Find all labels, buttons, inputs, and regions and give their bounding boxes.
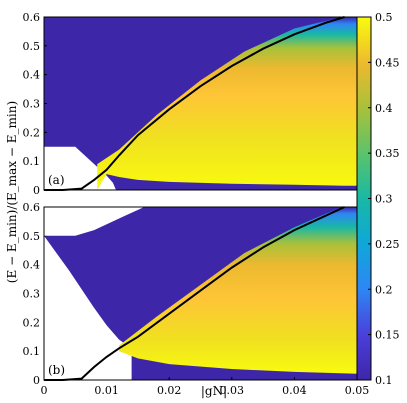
colorbar-tick-label: 0.35 [375, 147, 400, 160]
panel-b-heatmap-region [119, 207, 357, 374]
y-axis-label: (E − E_min)/(E_max − E_min) [5, 101, 19, 283]
panel-b-y-ticks: 0 0.1 0.2 0.3 0.4 0.5 0.6 [23, 201, 47, 387]
y-tick-label: 0 [33, 374, 40, 387]
y-tick-label: 0.3 [23, 98, 41, 111]
x-tick-label: 0.02 [157, 384, 182, 397]
y-tick-label: 0.6 [23, 201, 41, 214]
colorbar-tick-label: 0.25 [375, 238, 400, 251]
panel-a-heatmap-region [97, 17, 357, 190]
colorbar-tick-label: 0.45 [375, 56, 400, 69]
y-tick-label: 0.1 [23, 345, 41, 358]
colorbar-ticks: 0.5 0.45 0.4 0.35 0.3 0.25 0.2 0.15 0.1 [368, 11, 400, 387]
panel-b-x-ticks: 0 0.01 0.02 0.03 0.04 0.05 [41, 377, 370, 397]
colorbar-tick-label: 0.2 [375, 283, 393, 296]
colorbar-tick-label: 0.3 [375, 193, 393, 206]
colorbar-tick-label: 0.5 [375, 11, 393, 24]
colorbar-tick-label: 0.15 [375, 329, 400, 342]
y-tick-label: 0.4 [23, 259, 41, 272]
y-tick-label: 0.5 [23, 40, 41, 53]
x-tick-label: 0 [41, 384, 48, 397]
colorbar: 0.5 0.45 0.4 0.35 0.3 0.25 0.2 0.15 0.1 [356, 11, 400, 387]
panel-b: 0 0.1 0.2 0.3 0.4 0.5 0.6 0 0.01 0.02 0.03 0.04 0.0… [23, 201, 370, 397]
panel-b-black-curve [44, 206, 345, 381]
panel-a: 0 0.1 0.2 0.3 0.4 0.5 0.6 (a) [23, 11, 358, 197]
x-tick-label: 0.04 [282, 384, 307, 397]
y-tick-label: 0.3 [23, 288, 41, 301]
panel-a-label: (a) [48, 173, 65, 187]
panel-b-label: (b) [48, 363, 65, 377]
y-tick-label: 0.2 [23, 316, 41, 329]
panel-a-y-ticks: 0 0.1 0.2 0.3 0.4 0.5 0.6 [23, 11, 47, 197]
panel-b-white-top-region [44, 207, 145, 236]
y-tick-label: 0 [33, 184, 40, 197]
x-tick-label: 0.05 [345, 384, 370, 397]
y-tick-label: 0.2 [23, 126, 41, 139]
y-tick-label: 0.6 [23, 11, 41, 24]
x-axis-label: |gN| [201, 384, 227, 398]
colorbar-tick-label: 0.4 [375, 102, 393, 115]
y-tick-label: 0.1 [23, 155, 41, 168]
colorbar-tick-label: 0.1 [375, 374, 393, 387]
x-tick-label: 0.01 [94, 384, 119, 397]
y-tick-label: 0.4 [23, 69, 41, 82]
panel-a-black-curve [44, 16, 345, 191]
panel-b-white-low-region [44, 235, 132, 380]
y-tick-label: 0.5 [23, 230, 41, 243]
x-tick-label: 0.03 [220, 384, 245, 397]
